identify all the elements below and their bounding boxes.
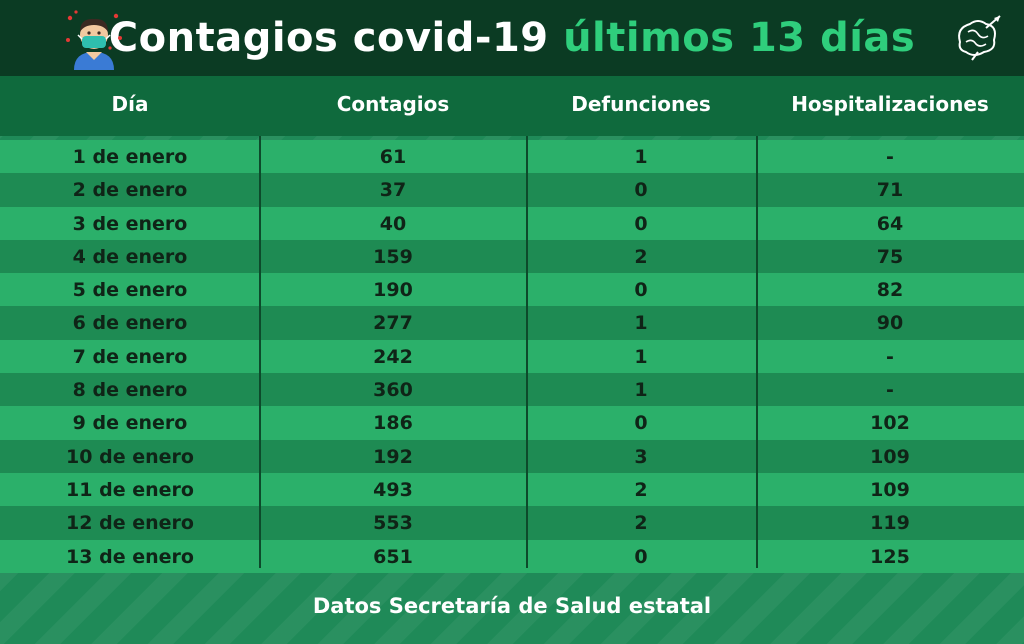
table-body: 1 de enero 61 1 - 2 de enero 37 0 71 3 de enero 4…	[0, 140, 1024, 573]
cell-defunciones: 1	[634, 379, 648, 402]
cell-contagios: 242	[373, 345, 413, 368]
cell-defunciones: 0	[634, 279, 648, 302]
cell-defunciones: 1	[634, 146, 648, 168]
source-note: Datos Secretaría de Salud estatal	[312, 594, 712, 618]
cell-defunciones: 2	[634, 245, 648, 268]
cell-defunciones: 2	[634, 478, 648, 501]
table-row: 7 de enero 242 1 -	[0, 339, 1024, 374]
cell-dia: 11 de enero	[66, 478, 194, 501]
cell-hospitalizaciones: 64	[876, 212, 904, 235]
masked-person-icon	[64, 8, 124, 70]
header-bar: Contagios covid-19 últimos 13 días	[0, 0, 1024, 76]
cell-dia: 5 de enero	[72, 279, 188, 302]
cell-dia: 10 de enero	[66, 445, 194, 468]
table-row: 9 de enero 186 0 102	[0, 406, 1024, 440]
cell-dia: 8 de enero	[72, 379, 188, 402]
cell-defunciones: 1	[634, 312, 648, 335]
cell-dia: 9 de enero	[72, 412, 188, 435]
table-row: 4 de enero 159 2 75	[0, 239, 1024, 274]
table-row: 6 de enero 277 1 90	[0, 306, 1024, 340]
title-accent: últimos 13 días	[563, 15, 916, 61]
table-row: 13 de enero 651 0 125	[0, 539, 1024, 573]
cell-contagios: 360	[373, 379, 413, 402]
table-row: 1 de enero 61 1 -	[0, 140, 1024, 174]
cell-contagios: 651	[373, 545, 413, 568]
cell-hospitalizaciones: 82	[876, 279, 904, 302]
cell-defunciones: 2	[634, 512, 648, 535]
cell-contagios: 186	[373, 412, 413, 435]
table-header-row: Día Contagios Defunciones Hospitalizacio…	[0, 76, 1024, 136]
cell-hospitalizaciones: 119	[870, 512, 910, 535]
cell-hospitalizaciones: 71	[876, 179, 904, 202]
cell-hospitalizaciones: 75	[876, 245, 904, 268]
column-divider	[756, 136, 758, 568]
column-header-defunciones: Defunciones	[571, 92, 711, 116]
cell-contagios: 159	[373, 245, 413, 268]
column-divider	[526, 136, 528, 568]
cell-hospitalizaciones: 125	[870, 545, 910, 568]
table-row: 11 de enero 493 2 109	[0, 472, 1024, 507]
table-row: 8 de enero 360 1 -	[0, 373, 1024, 407]
column-header-dia: Día	[111, 92, 149, 116]
cell-contagios: 37	[379, 179, 407, 202]
table-row: 2 de enero 37 0 71	[0, 173, 1024, 207]
cell-defunciones: 1	[634, 345, 648, 368]
table-row: 10 de enero 192 3 109	[0, 439, 1024, 473]
column-header-hospitalizaciones: Hospitalizaciones	[791, 92, 989, 116]
cell-hospitalizaciones: -	[886, 379, 894, 402]
cell-contagios: 61	[379, 146, 407, 168]
cell-contagios: 190	[373, 279, 413, 302]
cell-dia: 13 de enero	[66, 545, 194, 568]
cell-dia: 1 de enero	[72, 146, 188, 168]
cell-hospitalizaciones: 102	[870, 412, 910, 435]
table-row: 3 de enero 40 0 64	[0, 206, 1024, 240]
cell-hospitalizaciones: 90	[876, 312, 904, 335]
cell-contagios: 277	[373, 312, 413, 335]
cell-hospitalizaciones: 109	[870, 445, 910, 468]
cell-dia: 2 de enero	[72, 179, 188, 202]
column-divider	[259, 136, 261, 568]
cell-contagios: 192	[373, 445, 413, 468]
cell-defunciones: 0	[634, 179, 648, 202]
cell-dia: 3 de enero	[72, 212, 188, 235]
cell-dia: 6 de enero	[72, 312, 188, 335]
cell-hospitalizaciones: -	[886, 146, 894, 168]
cell-dia: 12 de enero	[66, 512, 194, 535]
table-row: 12 de enero 553 2 119	[0, 506, 1024, 540]
cell-defunciones: 0	[634, 412, 648, 435]
cell-defunciones: 3	[634, 445, 648, 468]
brain-logo-icon	[952, 14, 1004, 62]
cell-defunciones: 0	[634, 545, 648, 568]
cell-dia: 7 de enero	[72, 345, 188, 368]
cell-dia: 4 de enero	[72, 245, 188, 268]
title-main: Contagios covid-19	[108, 15, 549, 61]
cell-contagios: 553	[373, 512, 413, 535]
cell-contagios: 40	[379, 212, 407, 235]
cell-hospitalizaciones: -	[886, 345, 894, 368]
page-title: Contagios covid-19 últimos 13 días	[109, 15, 915, 61]
column-header-contagios: Contagios	[336, 92, 450, 116]
cell-defunciones: 0	[634, 212, 648, 235]
cell-contagios: 493	[373, 478, 413, 501]
table-row: 5 de enero 190 0 82	[0, 273, 1024, 307]
cell-hospitalizaciones: 109	[870, 478, 910, 501]
